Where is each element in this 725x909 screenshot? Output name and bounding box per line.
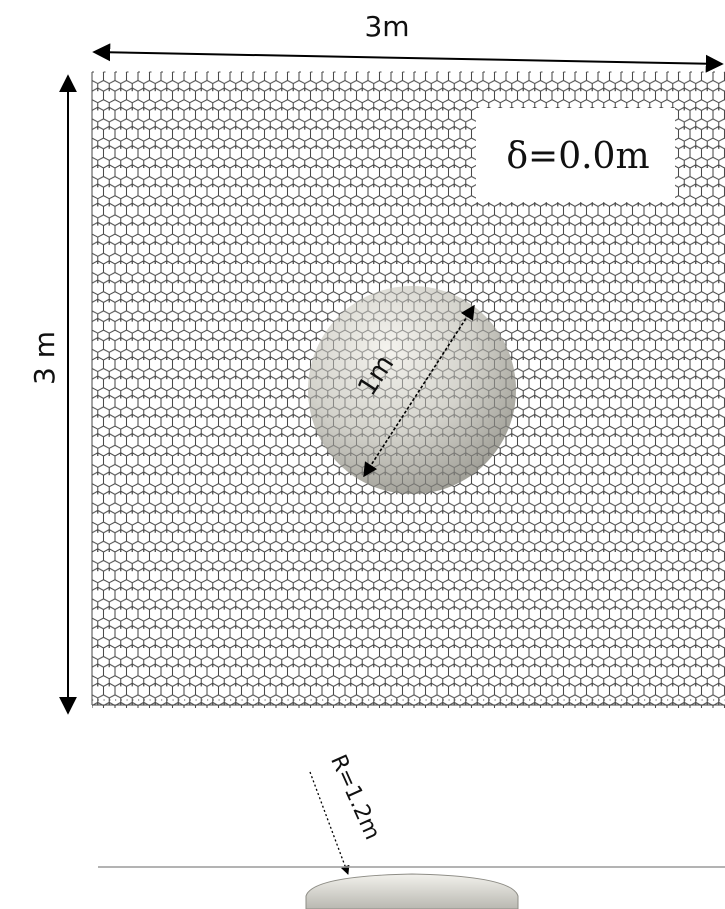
radius-label: R=1.2m	[325, 751, 385, 844]
radius-dimension-arrow	[309, 771, 350, 875]
height-label: 3 m	[28, 331, 61, 385]
delta-label: δ=0.0m	[506, 136, 649, 177]
side-view-dome	[305, 873, 519, 909]
width-dimension-arrow	[92, 43, 724, 73]
delta-label-box	[476, 108, 675, 202]
diameter-dimension-arrow	[363, 304, 475, 478]
sphere-projectile	[308, 286, 516, 494]
width-label: 3m	[364, 10, 409, 43]
